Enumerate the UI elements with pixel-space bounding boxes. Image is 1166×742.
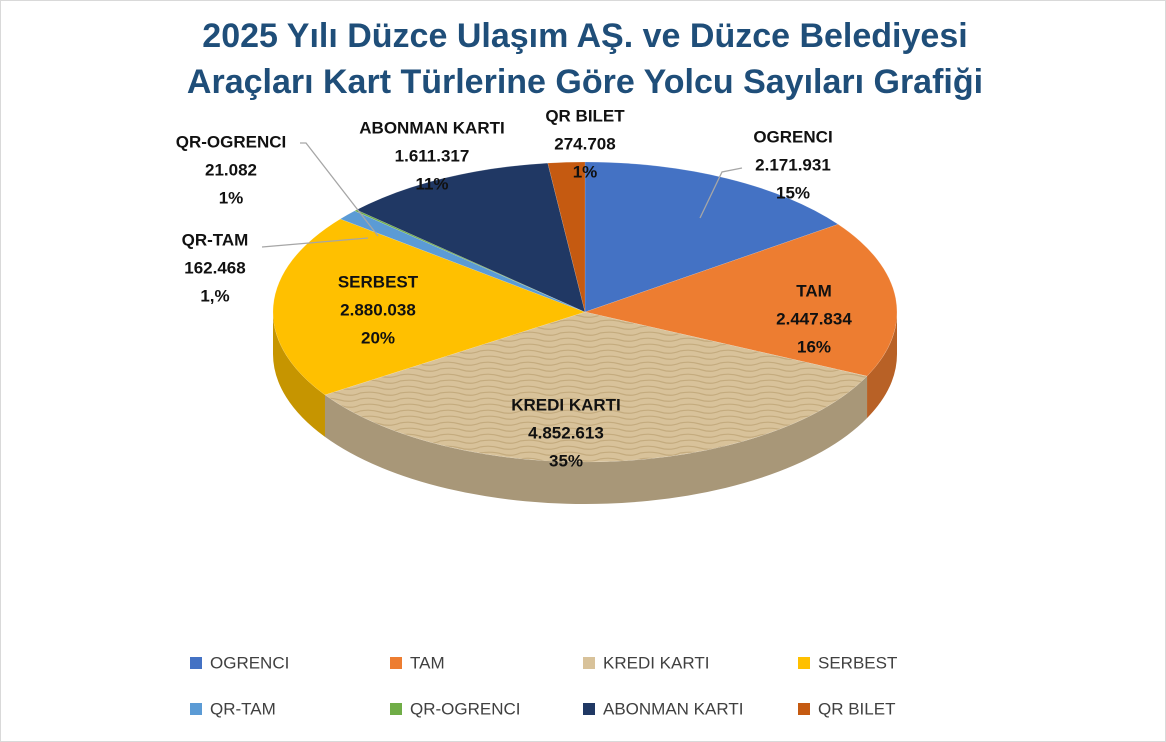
legend-label: QR BILET bbox=[818, 699, 895, 718]
data-label-value: 2.171.931 bbox=[755, 155, 831, 174]
legend-label: KREDI KARTI bbox=[603, 653, 709, 672]
legend-label: TAM bbox=[410, 653, 445, 672]
slice bbox=[272, 218, 586, 396]
slice bbox=[354, 209, 586, 313]
legend-label: OGRENCI bbox=[210, 653, 289, 672]
data-label-category: QR BILET bbox=[545, 106, 625, 125]
data-label-value: 21.082 bbox=[205, 160, 257, 179]
slice bbox=[355, 162, 586, 313]
data-label-value: 162.468 bbox=[184, 258, 245, 277]
slice bbox=[339, 210, 586, 313]
data-label-percent: 1% bbox=[573, 162, 598, 181]
leader-line bbox=[300, 142, 379, 237]
data-label-value: 2.447.834 bbox=[776, 309, 852, 328]
slice-side bbox=[324, 376, 868, 505]
data-label-value: 274.708 bbox=[554, 134, 615, 153]
pie-tops bbox=[272, 161, 898, 463]
data-label-category: ABONMAN KARTI bbox=[359, 118, 504, 137]
data-label-category: TAM bbox=[796, 281, 832, 300]
data-label-percent: 11% bbox=[415, 174, 448, 193]
legend-swatch bbox=[798, 657, 810, 669]
slice-side bbox=[273, 312, 325, 437]
pie-sides bbox=[273, 312, 897, 505]
legend-label: ABONMAN KARTI bbox=[603, 699, 743, 718]
data-label-category: OGRENCI bbox=[753, 127, 832, 146]
data-label-category: KREDI KARTI bbox=[511, 395, 621, 414]
chart-title: Araçları Kart Türlerine Göre Yolcu Sayıl… bbox=[187, 63, 983, 101]
legend-swatch bbox=[190, 703, 202, 715]
slice bbox=[547, 161, 586, 313]
data-label-category: QR-OGRENCI bbox=[176, 132, 287, 151]
legend-swatch bbox=[583, 657, 595, 669]
data-label-value: 1.611.317 bbox=[395, 146, 470, 165]
leader-line bbox=[261, 237, 369, 248]
data-label-percent: 1% bbox=[219, 188, 244, 207]
legend-swatch bbox=[390, 657, 402, 669]
legend-label: QR-TAM bbox=[210, 699, 276, 718]
slice bbox=[584, 224, 898, 377]
legend-swatch bbox=[390, 703, 402, 715]
legend-swatch bbox=[583, 703, 595, 715]
data-label-percent: 35% bbox=[549, 451, 583, 470]
slice bbox=[324, 311, 868, 463]
data-label-percent: 15% bbox=[776, 183, 810, 202]
data-label-value: 4.852.613 bbox=[528, 423, 604, 442]
leader-line bbox=[699, 167, 743, 219]
slice-side bbox=[867, 312, 897, 419]
chart-title: 2025 Yılı Düzce Ulaşım AŞ. ve Düzce Bele… bbox=[202, 17, 967, 55]
data-label-percent: 20% bbox=[361, 328, 395, 347]
data-label-value: 2.880.038 bbox=[340, 300, 416, 319]
legend-swatch bbox=[190, 657, 202, 669]
legend-label: SERBEST bbox=[818, 653, 897, 672]
data-label-category: QR-TAM bbox=[182, 230, 249, 249]
slice bbox=[584, 161, 839, 313]
data-label-percent: 1,% bbox=[200, 286, 229, 305]
data-label-category: SERBEST bbox=[338, 272, 419, 291]
data-label-percent: 16% bbox=[797, 337, 831, 356]
legend-swatch bbox=[798, 703, 810, 715]
legend-label: QR-OGRENCI bbox=[410, 699, 521, 718]
